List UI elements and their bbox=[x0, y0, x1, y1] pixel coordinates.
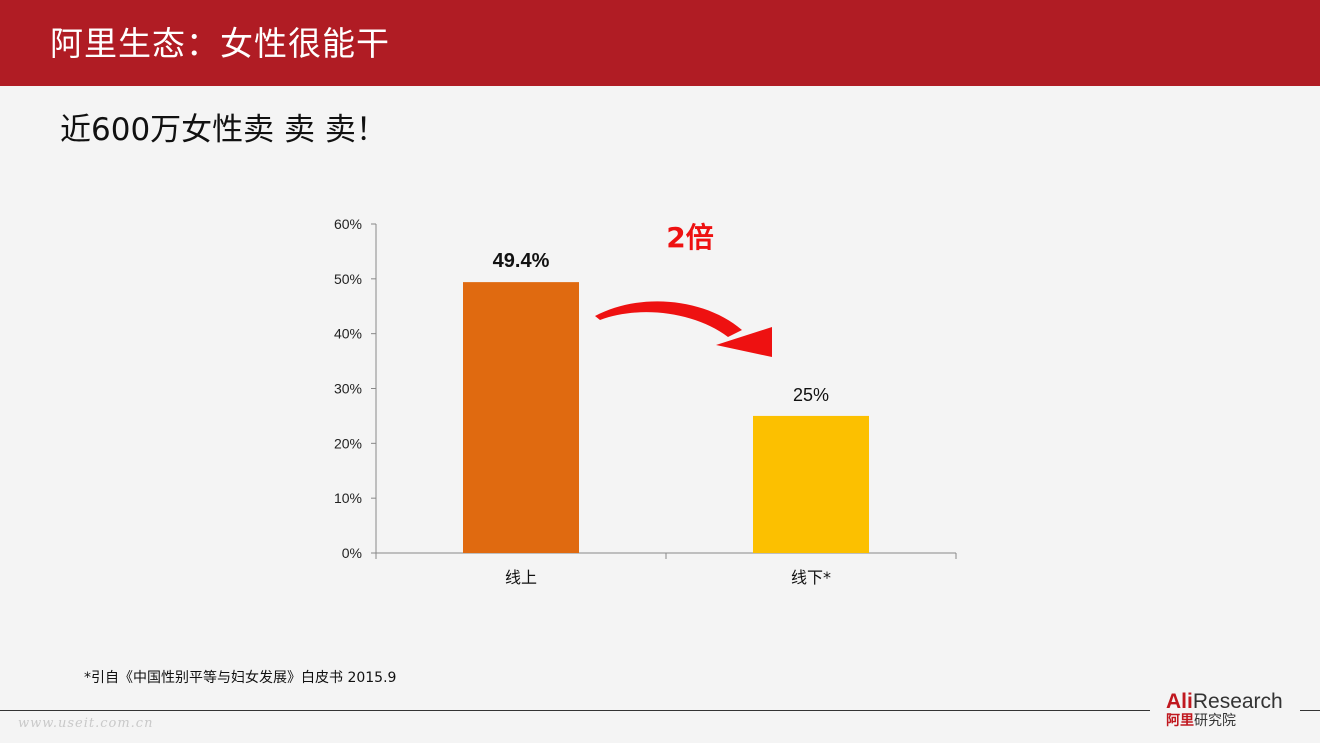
watermark: www.useit.com.cn bbox=[18, 716, 154, 731]
footer-divider bbox=[0, 710, 1320, 711]
chart-annotation: 2倍 bbox=[595, 221, 772, 357]
bar bbox=[753, 415, 869, 553]
slide-subtitle: 近600万女性卖 卖 卖！ bbox=[60, 112, 387, 148]
aliresearch-logo: AliResearch 阿里研究院 bbox=[1150, 690, 1300, 734]
y-tick-label: 40% bbox=[334, 326, 362, 342]
y-tick-label: 20% bbox=[334, 435, 362, 451]
logo-ali: Ali bbox=[1166, 690, 1193, 713]
y-tick-label: 60% bbox=[334, 216, 362, 232]
logo-cn-rest: 研究院 bbox=[1194, 713, 1236, 729]
chart-labels: 0% 10% 20% 30% 40% 50% 60% 49.4% 线上 25% 线下* bbox=[334, 216, 831, 587]
bar-value-label: 49.4% bbox=[493, 250, 550, 272]
bar-value-label: 25% bbox=[793, 385, 829, 405]
page-title: 阿里生态：女性很能干 bbox=[50, 24, 390, 63]
arrow-body bbox=[595, 301, 742, 337]
header-bar: 阿里生态：女性很能干 bbox=[0, 0, 1320, 86]
chart-bars bbox=[463, 282, 869, 553]
y-tick-label: 30% bbox=[334, 381, 362, 397]
logo-english: AliResearch bbox=[1166, 690, 1283, 714]
y-tick-label: 10% bbox=[334, 490, 362, 506]
arrow-head bbox=[716, 327, 772, 357]
footnote: *引自《中国性别平等与妇女发展》白皮书 2015.9 bbox=[84, 670, 397, 686]
y-tick-label: 0% bbox=[342, 545, 362, 561]
x-tick-label: 线下* bbox=[791, 568, 831, 587]
bar bbox=[463, 282, 579, 553]
multiplier-label: 2倍 bbox=[666, 221, 713, 254]
logo-research: Research bbox=[1192, 690, 1283, 713]
logo-cn-red: 阿里 bbox=[1166, 713, 1194, 729]
y-tick-label: 50% bbox=[334, 271, 362, 287]
logo-chinese: 阿里研究院 bbox=[1166, 712, 1236, 730]
x-tick-label: 线上 bbox=[505, 568, 537, 587]
